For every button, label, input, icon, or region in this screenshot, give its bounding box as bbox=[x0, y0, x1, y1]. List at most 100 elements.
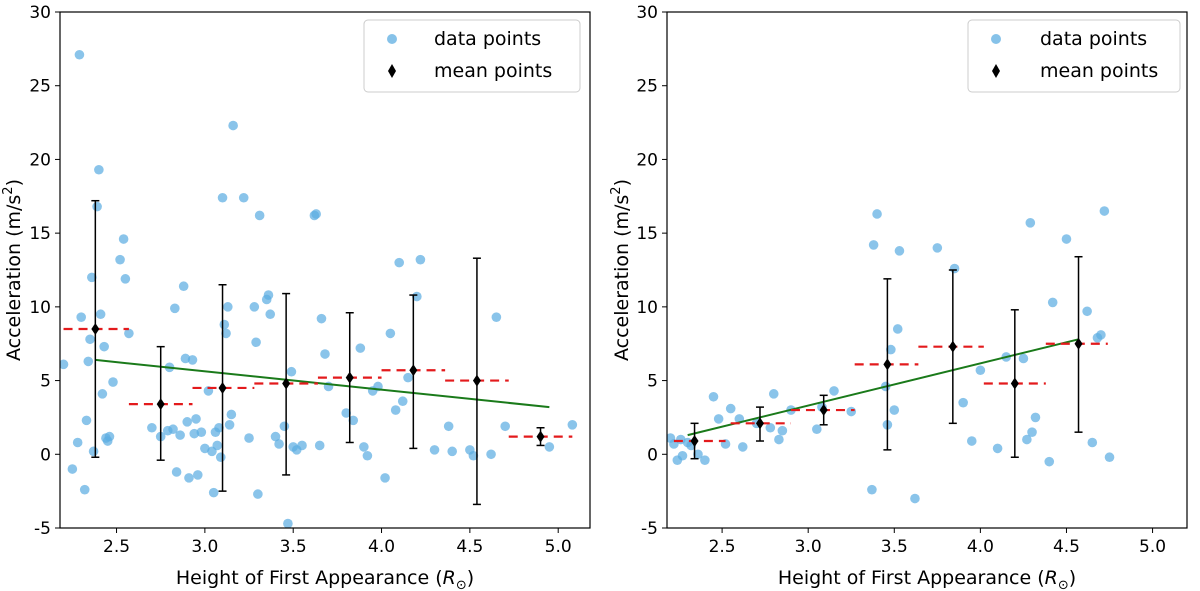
right-data-point bbox=[1018, 353, 1029, 364]
left-data-point bbox=[85, 334, 95, 345]
left-data-point bbox=[221, 328, 231, 339]
right-data-point bbox=[1047, 297, 1058, 308]
left-data-point bbox=[314, 440, 325, 451]
left-legend-data-marker bbox=[387, 34, 397, 44]
right-data-point bbox=[774, 434, 784, 445]
right-y-tick-label: 25 bbox=[636, 77, 658, 97]
right-data-point bbox=[725, 403, 736, 414]
left-data-point bbox=[341, 408, 352, 418]
right-plot-content bbox=[667, 206, 1115, 504]
left-legend-box bbox=[363, 19, 581, 93]
right-data-point bbox=[889, 405, 900, 415]
left-data-point bbox=[226, 409, 237, 420]
right-data-point bbox=[777, 425, 788, 436]
right-x-tick-label: 3.0 bbox=[795, 537, 822, 557]
left-data-point bbox=[270, 431, 281, 442]
right-y-tick-label: -5 bbox=[641, 519, 658, 539]
right-y-tick-label: 0 bbox=[647, 445, 658, 465]
left-data-point bbox=[362, 450, 373, 461]
right-data-point bbox=[765, 422, 776, 433]
right-data-point bbox=[1082, 306, 1092, 317]
left-data-point bbox=[238, 192, 249, 203]
left-x-tick-label: 3.0 bbox=[191, 537, 218, 557]
right-mean-point bbox=[1074, 337, 1083, 350]
right-mean-point bbox=[755, 417, 764, 430]
left-data-point bbox=[214, 422, 224, 433]
left-data-point bbox=[97, 389, 108, 399]
left-y-ticks: -5 0 5 10 15 20 25 30 bbox=[29, 3, 60, 539]
right-mean-point bbox=[690, 435, 699, 448]
right-data-point bbox=[708, 391, 719, 402]
left-mean-point bbox=[91, 322, 100, 335]
left-data-point bbox=[118, 234, 129, 244]
right-data-point bbox=[1096, 330, 1106, 340]
right-data-point bbox=[1044, 456, 1055, 467]
left-y-tick-label: 10 bbox=[29, 298, 51, 318]
right-mean-point bbox=[1010, 377, 1019, 390]
left-x-axis-label: Height of First Appearance (R⊙) bbox=[176, 567, 474, 591]
right-data-point bbox=[677, 450, 688, 461]
right-data-point bbox=[886, 344, 896, 355]
right-data-point bbox=[868, 240, 879, 250]
right-data-point bbox=[1099, 206, 1110, 216]
right-data-point bbox=[867, 484, 877, 495]
left-data-point bbox=[219, 319, 230, 330]
right-legend-box bbox=[967, 19, 1181, 93]
left-data-point bbox=[394, 257, 405, 268]
left-data-point bbox=[182, 417, 192, 427]
left-data-point bbox=[124, 328, 134, 339]
left-data-point bbox=[244, 433, 254, 443]
left-y-tick-label: 25 bbox=[29, 77, 51, 97]
left-data-point bbox=[283, 518, 293, 528]
left-y-tick-label: 0 bbox=[40, 445, 51, 465]
left-x-tick-label: 5.0 bbox=[545, 537, 572, 557]
left-data-point bbox=[403, 372, 413, 383]
right-data-point bbox=[958, 397, 968, 408]
left-fit-line bbox=[95, 358, 550, 409]
left-x-tick-label: 4.5 bbox=[456, 537, 483, 557]
left-data-point bbox=[104, 431, 115, 442]
right-panel: 2.5 3.0 3.5 4.0 4.5 5.0 -5 0 5 10 15 20 25 30 Height… bbox=[609, 3, 1188, 591]
left-data-point bbox=[385, 328, 396, 339]
left-data-point bbox=[147, 422, 157, 433]
left-data-point bbox=[320, 349, 330, 359]
left-y-tick-label: 15 bbox=[29, 224, 51, 244]
left-data-point bbox=[171, 467, 182, 477]
left-data-point bbox=[223, 302, 233, 312]
left-data-point bbox=[274, 439, 284, 449]
left-data-point bbox=[115, 254, 125, 265]
left-data-point bbox=[187, 355, 198, 365]
left-data-point bbox=[359, 442, 369, 452]
left-data-point bbox=[60, 359, 69, 370]
left-data-point bbox=[184, 473, 194, 483]
left-data-point bbox=[196, 427, 207, 437]
right-data-point bbox=[992, 443, 1003, 454]
left-data-point bbox=[108, 377, 118, 387]
left-data-point bbox=[79, 484, 90, 495]
left-data-point bbox=[468, 450, 479, 461]
left-data-point bbox=[95, 309, 106, 320]
left-data-point bbox=[355, 343, 366, 353]
right-fit-line bbox=[687, 338, 1079, 437]
right-y-ticks: -5 0 5 10 15 20 25 30 bbox=[636, 3, 667, 539]
right-data-point bbox=[1022, 434, 1032, 445]
left-data-point bbox=[316, 313, 327, 324]
left-data-point bbox=[88, 446, 99, 457]
left-data-point bbox=[415, 254, 426, 265]
left-data-point bbox=[208, 487, 219, 498]
left-mean-point bbox=[218, 381, 227, 394]
left-data-point bbox=[175, 430, 185, 440]
right-y-tick-label: 15 bbox=[636, 224, 658, 244]
right-data-point bbox=[949, 263, 960, 274]
right-legend-data-label: data points bbox=[1040, 28, 1147, 50]
left-data-point bbox=[390, 405, 401, 415]
left-panel: 2.5 3.0 3.5 4.0 4.5 5.0 -5 0 5 10 15 20 25 30 Height… bbox=[1, 3, 591, 591]
right-x-tick-label: 5.0 bbox=[1139, 537, 1166, 557]
left-data-point bbox=[92, 201, 102, 212]
left-data-point bbox=[215, 452, 226, 463]
right-data-point bbox=[872, 209, 882, 219]
right-data-point bbox=[812, 424, 822, 435]
right-legend: data points mean points bbox=[967, 19, 1181, 93]
left-data-point bbox=[263, 290, 274, 300]
